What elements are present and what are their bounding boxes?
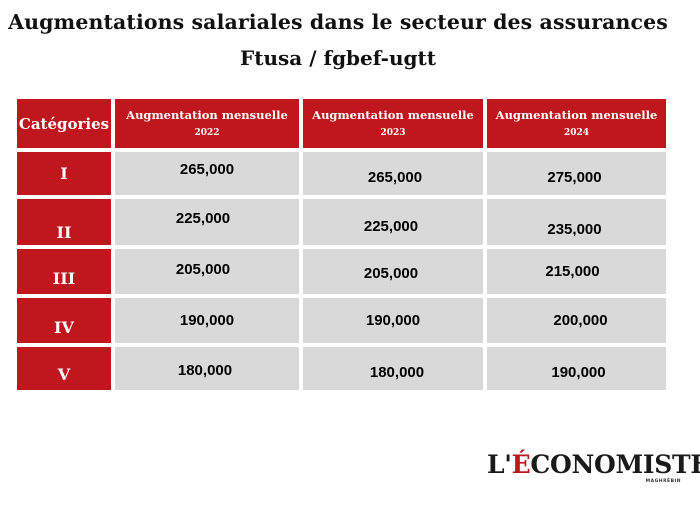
header-2023: Augmentation mensuelle 2023 — [303, 99, 483, 148]
value-text: 265,000 — [179, 161, 235, 178]
header-2022: Augmentation mensuelle 2022 — [115, 99, 299, 148]
logo-accent-letter: É — [511, 450, 531, 479]
header-2022-label: Augmentation mensuelle — [126, 108, 288, 122]
category-cell: I — [17, 152, 111, 195]
page-title: Augmentations salariales dans le secteur… — [8, 10, 668, 34]
value-text: 205,000 — [363, 265, 419, 282]
value-text: 190,000 — [551, 364, 606, 381]
value-cell: 205,000 — [303, 249, 483, 294]
logo-subtitle: MAGHRÉBIN — [645, 479, 681, 484]
category-cell: IV — [17, 298, 111, 343]
value-cell: 265,000 — [303, 152, 483, 195]
category-cell: III — [17, 249, 111, 294]
value-cell: 265,000 — [115, 152, 299, 195]
logo-rest: CONOMISTE — [530, 450, 700, 479]
value-text: 180,000 — [369, 364, 425, 381]
value-cell: 180,000 — [115, 347, 299, 390]
value-cell: 215,000 — [487, 249, 666, 294]
value-cell: 190,000 — [115, 298, 299, 343]
value-cell: 200,000 — [487, 298, 666, 343]
header-2024-label: Augmentation mensuelle — [495, 108, 658, 122]
value-text: 190,000 — [365, 312, 421, 329]
value-text: 225,000 — [363, 217, 419, 235]
value-cell: 190,000 — [487, 347, 666, 390]
leconomiste-logo: L'ÉCONOMISTE MAGHRÉBIN — [487, 450, 700, 496]
header-2023-label: Augmentation mensuelle — [312, 108, 474, 122]
value-cell: 235,000 — [487, 199, 666, 245]
value-text: 180,000 — [177, 362, 233, 379]
value-text: 215,000 — [545, 263, 600, 280]
value-cell: 225,000 — [115, 199, 299, 245]
value-text: 205,000 — [175, 261, 231, 278]
value-cell: 205,000 — [115, 249, 299, 294]
header-2023-year: 2023 — [380, 128, 406, 138]
header-categories: Catégories — [17, 99, 111, 148]
value-text: 275,000 — [547, 169, 602, 186]
value-text: 190,000 — [179, 312, 235, 329]
value-cell: 180,000 — [303, 347, 483, 390]
value-text: 235,000 — [547, 220, 602, 238]
value-cell: 190,000 — [303, 298, 483, 343]
value-text: 200,000 — [553, 312, 608, 329]
header-2024-year: 2024 — [563, 128, 590, 138]
value-cell: 275,000 — [487, 152, 666, 195]
header-2024: Augmentation mensuelle 2024 — [487, 99, 666, 148]
category-cell: V — [17, 347, 111, 390]
value-text: 225,000 — [175, 209, 231, 227]
value-cell: 225,000 — [303, 199, 483, 245]
category-cell: II — [17, 199, 111, 245]
logo-wordmark: L'ÉCONOMISTE — [487, 450, 700, 480]
header-2022-year: 2022 — [194, 128, 220, 138]
logo-prefix: L' — [487, 450, 512, 479]
page-subtitle: Ftusa / fgbef-ugtt — [240, 46, 436, 70]
value-text: 265,000 — [367, 169, 423, 186]
